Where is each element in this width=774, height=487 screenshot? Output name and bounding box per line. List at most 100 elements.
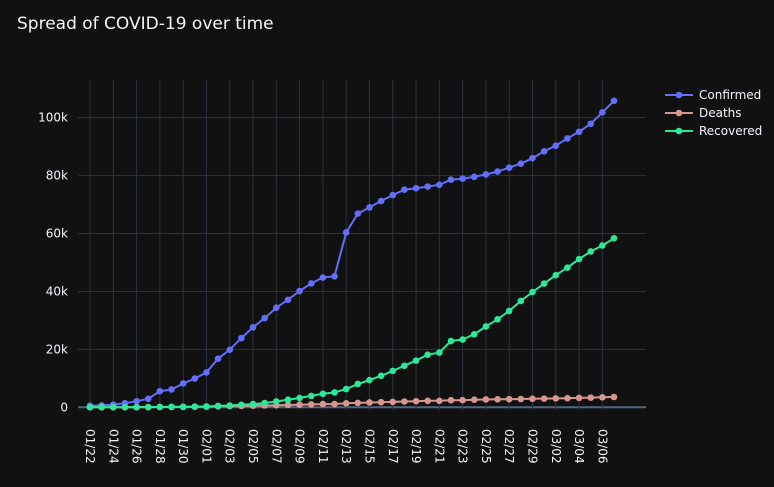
confirmed-point: [540, 148, 548, 155]
x-tick-label: 02/03: [223, 429, 237, 464]
x-tick-label: 02/15: [362, 429, 376, 464]
recovered-point: [517, 297, 525, 305]
series-recovered: [86, 234, 618, 411]
confirmed-point: [144, 395, 152, 403]
confirmed-point: [436, 181, 443, 189]
y-tick-label: 100k: [38, 111, 68, 125]
x-tick-label: 02/17: [386, 429, 400, 464]
deaths-point: [564, 394, 571, 402]
confirmed-point: [505, 164, 513, 171]
confirmed-point: [238, 334, 245, 342]
confirmed-point: [354, 210, 362, 217]
legend-item-confirmed[interactable]: Confirmed: [665, 88, 761, 102]
recovered-point: [191, 403, 199, 410]
confirmed-point: [377, 197, 385, 205]
recovered-point: [401, 362, 408, 370]
deaths-point: [284, 401, 292, 409]
recovered-point: [436, 349, 443, 356]
recovered-point: [459, 336, 466, 343]
confirmed-point: [249, 323, 257, 331]
recovered-point: [156, 403, 164, 411]
x-tick-label: 02/07: [269, 429, 283, 464]
recovered-point: [261, 399, 268, 407]
recovered-point: [179, 403, 187, 411]
deaths-point: [342, 400, 350, 407]
recovered-point: [447, 337, 455, 345]
deaths-point: [599, 393, 606, 401]
legend-swatch-marker: [675, 91, 683, 99]
recovered-line: [90, 237, 615, 409]
recovered-point: [214, 402, 222, 410]
confirmed-point: [587, 120, 595, 128]
confirmed-point: [389, 191, 397, 199]
recovered-point: [482, 323, 490, 330]
series-group: [86, 97, 618, 411]
confirmed-point: [261, 314, 268, 322]
recovered-point: [296, 394, 303, 402]
deaths-point: [307, 401, 315, 408]
y-tick-label: 40k: [46, 284, 68, 298]
y-tick-label: 20k: [46, 342, 68, 356]
x-axis-ticks: 01/22 01/24 01/26 01/28 01/30 02/01 02/03 02/05…: [83, 429, 609, 464]
deaths-point: [482, 396, 490, 403]
confirmed-point: [307, 280, 315, 287]
legend-swatch-marker: [675, 109, 683, 117]
confirmed-point: [191, 375, 199, 382]
recovered-point: [354, 380, 362, 388]
recovered-point: [168, 403, 175, 411]
deaths-point: [529, 395, 536, 403]
y-tick-label: 60k: [46, 227, 68, 241]
legend-swatch-marker: [675, 127, 683, 135]
recovered-point: [366, 376, 373, 384]
confirmed-point: [168, 386, 175, 393]
recovered-point: [109, 403, 117, 411]
deaths-point: [517, 395, 525, 403]
confirmed-point: [214, 355, 222, 362]
confirmed-point: [482, 171, 490, 178]
recovered-point: [494, 316, 501, 323]
recovered-point: [424, 351, 431, 358]
recovered-point: [86, 403, 94, 411]
deaths-point: [494, 395, 501, 403]
x-tick-label: 01/24: [106, 429, 120, 464]
x-tick-label: 03/02: [549, 429, 563, 464]
deaths-point: [296, 401, 303, 408]
confirmed-point: [610, 97, 618, 105]
confirmed-point: [133, 397, 140, 405]
chart-title: Spread of COVID-19 over time: [17, 14, 274, 34]
recovered-point: [552, 271, 560, 279]
legend-item-recovered[interactable]: Recovered: [665, 124, 762, 138]
recovered-point: [505, 307, 513, 315]
recovered-point: [564, 264, 571, 271]
confirmed-point: [470, 173, 478, 181]
confirmed-point: [529, 154, 536, 162]
x-tick-label: 02/01: [199, 429, 213, 464]
x-tick-label: 01/22: [83, 429, 97, 464]
recovered-point: [319, 390, 327, 398]
x-tick-label: 01/26: [130, 429, 144, 464]
y-tick-label: 80k: [46, 169, 68, 183]
recovered-point: [238, 401, 245, 409]
x-tick-label: 02/29: [525, 429, 539, 464]
confirmed-point: [319, 274, 327, 281]
legend-item-deaths[interactable]: Deaths: [665, 106, 742, 120]
recovered-point: [133, 403, 140, 411]
deaths-point: [505, 395, 513, 403]
x-tick-label: 02/27: [502, 429, 516, 464]
deaths-point: [447, 396, 455, 404]
deaths-point: [389, 398, 397, 406]
legend[interactable]: Confirmed Deaths Recovered: [665, 88, 762, 138]
y-axis-ticks: 0 20k 40k 60k 80k 100k: [38, 111, 68, 415]
gridlines: [78, 80, 646, 410]
x-tick-label: 02/13: [339, 429, 353, 464]
confirmed-point: [599, 109, 606, 116]
legend-label: Confirmed: [699, 88, 761, 102]
confirmed-point: [412, 184, 420, 192]
recovered-point: [121, 403, 129, 411]
recovered-point: [203, 403, 210, 410]
confirmed-point: [564, 135, 571, 142]
x-tick-label: 02/25: [479, 429, 493, 464]
deaths-point: [587, 394, 595, 401]
deaths-point: [424, 397, 431, 405]
deaths-point: [470, 396, 478, 403]
